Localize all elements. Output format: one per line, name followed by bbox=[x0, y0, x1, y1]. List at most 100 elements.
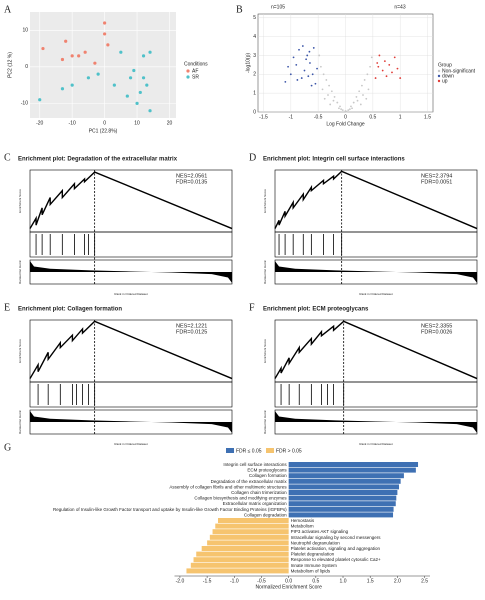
legend-label: down bbox=[442, 73, 454, 79]
bar bbox=[288, 512, 394, 518]
x-tick-label: 10 bbox=[134, 120, 140, 126]
plot-title: Enrichment plot: Degradation of the extr… bbox=[18, 157, 178, 163]
stat-label: FDR=0.0135 bbox=[176, 179, 207, 185]
bar-label: Integrin cell surface interactions bbox=[223, 462, 287, 467]
point bbox=[366, 73, 369, 76]
panel-label: B bbox=[236, 4, 243, 15]
point bbox=[112, 83, 116, 87]
metric-area bbox=[275, 411, 477, 433]
stat-label: NES=2.3355 bbox=[421, 323, 452, 329]
point bbox=[327, 94, 329, 96]
point bbox=[77, 54, 81, 58]
bar bbox=[288, 506, 394, 512]
x-axis-label: Rank in Ordered Dataset bbox=[359, 292, 392, 296]
point bbox=[356, 99, 359, 102]
x-tick-label: -1.5 bbox=[259, 114, 268, 120]
bar bbox=[190, 562, 289, 568]
bar bbox=[288, 490, 398, 495]
x-tick-label: 1.5 bbox=[424, 114, 431, 120]
annotation: n=43 bbox=[394, 4, 405, 10]
bar bbox=[288, 462, 419, 467]
point bbox=[60, 87, 65, 91]
y-tick-label: 0 bbox=[25, 64, 28, 70]
point bbox=[103, 21, 107, 25]
y-tick-label: 10 bbox=[22, 28, 28, 34]
bar-label: Extracellular matrix organization bbox=[223, 501, 288, 506]
y-tick-label: 0 bbox=[253, 109, 256, 115]
bar-label: Metabolism of lipids bbox=[291, 568, 331, 573]
point bbox=[93, 61, 97, 65]
legend-label: Non-significant bbox=[442, 68, 476, 74]
es-line bbox=[274, 320, 478, 380]
x-tick-label: 0.0 bbox=[285, 578, 292, 584]
point bbox=[128, 76, 133, 80]
bar-label: Intracellular signaling by second messen… bbox=[291, 535, 382, 540]
point bbox=[301, 45, 304, 47]
point bbox=[391, 71, 393, 74]
bar-label: Assembly of collagen fibrils and other m… bbox=[169, 484, 287, 489]
point bbox=[322, 73, 325, 76]
bar-label: PIP3 activates AKT signaling bbox=[291, 529, 349, 534]
bar-label: Platelet degranulation bbox=[291, 552, 335, 557]
x-axis-label: Log Fold Change bbox=[326, 121, 365, 127]
point bbox=[295, 63, 298, 66]
es-line bbox=[29, 171, 233, 230]
es-line bbox=[29, 320, 233, 380]
legend-label: FDR ≤ 0.05 bbox=[236, 448, 262, 454]
bar bbox=[196, 551, 289, 557]
point bbox=[374, 77, 377, 79]
plot-title: Enrichment plot: Collagen formation bbox=[18, 307, 122, 313]
point bbox=[305, 58, 308, 61]
point bbox=[70, 54, 74, 58]
point bbox=[325, 79, 328, 81]
point bbox=[338, 107, 340, 110]
metric-area bbox=[275, 261, 477, 283]
point bbox=[311, 73, 314, 76]
point bbox=[385, 75, 388, 78]
point bbox=[41, 46, 45, 51]
y-axis-label: Enrichment Score bbox=[263, 189, 267, 213]
x-axis-label: Normalized Enrichment Score bbox=[255, 584, 322, 590]
point bbox=[323, 97, 326, 100]
point bbox=[106, 43, 110, 47]
bar bbox=[215, 523, 289, 529]
point bbox=[60, 57, 65, 62]
point bbox=[318, 54, 321, 57]
hits-frame bbox=[29, 231, 233, 258]
bar-label: Collagen chain trimerization bbox=[231, 490, 287, 495]
point bbox=[332, 99, 335, 102]
point bbox=[359, 103, 362, 106]
point bbox=[138, 90, 142, 95]
x-tick-label: -2.0 bbox=[176, 578, 185, 584]
point bbox=[86, 76, 90, 80]
point bbox=[329, 103, 332, 106]
y-axis-label: Ranked list metric bbox=[263, 410, 267, 434]
bar-label: Platelet activation, signaling and aggre… bbox=[291, 546, 381, 551]
point bbox=[340, 108, 343, 111]
x-tick-label: 2.5 bbox=[421, 578, 428, 584]
y-tick-label: -10 bbox=[21, 101, 28, 107]
bar-label: Collagen formation bbox=[249, 473, 287, 478]
hits-frame bbox=[29, 381, 233, 408]
panel-label: D bbox=[249, 152, 256, 163]
bar bbox=[207, 540, 289, 546]
x-tick-label: 1.5 bbox=[367, 578, 374, 584]
hits-frame bbox=[274, 231, 478, 258]
x-tick-label: 20 bbox=[167, 120, 173, 126]
x-axis-label: Rank in Ordered Dataset bbox=[114, 442, 147, 446]
point bbox=[314, 82, 317, 85]
point bbox=[341, 109, 344, 112]
point bbox=[308, 50, 311, 53]
point bbox=[350, 105, 352, 108]
point bbox=[303, 69, 306, 72]
x-tick-label: -1 bbox=[289, 114, 294, 120]
legend-swatch bbox=[186, 75, 190, 79]
point bbox=[377, 65, 380, 68]
es-line bbox=[274, 170, 478, 230]
point bbox=[336, 101, 339, 104]
x-tick-label: 0.5 bbox=[369, 114, 376, 120]
stat-label: FDR=0.0051 bbox=[421, 179, 452, 185]
bar bbox=[288, 473, 404, 479]
bar bbox=[288, 495, 397, 501]
point bbox=[352, 101, 355, 104]
